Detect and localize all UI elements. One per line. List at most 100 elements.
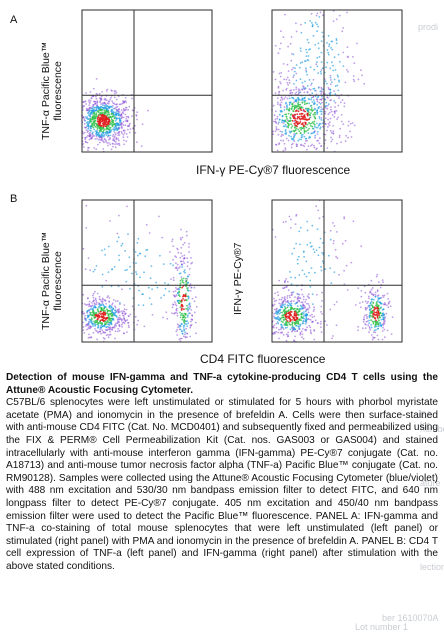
watermark-text-2: ES lor xyxy=(420,410,433,430)
point-2-101 xyxy=(290,218,292,221)
point-2-23 xyxy=(283,287,285,289)
caption-title: Detection of mouse IFN-gamma and TNF-a c… xyxy=(6,372,438,396)
point-2-132 xyxy=(84,268,87,271)
point-0-223 xyxy=(303,311,305,313)
point-0-607 xyxy=(297,116,299,119)
point-1-203 xyxy=(186,332,189,335)
point-1-89 xyxy=(346,69,348,71)
point-0-303 xyxy=(115,322,117,325)
point-0-506 xyxy=(275,121,277,123)
point-0-590 xyxy=(338,97,340,99)
point-1-201 xyxy=(274,44,277,47)
point-1-195 xyxy=(317,47,320,50)
point-1-57 xyxy=(382,324,385,327)
point-0-447 xyxy=(91,294,94,297)
point-1-33 xyxy=(172,290,175,293)
point-0-513 xyxy=(107,125,110,128)
point-0-457 xyxy=(295,313,298,316)
point-0-424 xyxy=(108,323,110,325)
point-2-74 xyxy=(85,227,88,229)
point-0-586 xyxy=(109,98,111,101)
point-1-27 xyxy=(389,305,392,308)
point-0-433 xyxy=(305,69,307,72)
point-1-156 xyxy=(176,328,178,331)
point-0-463 xyxy=(311,101,314,103)
point-0-781 xyxy=(108,100,110,103)
point-0-625 xyxy=(318,123,321,125)
point-2-47 xyxy=(295,215,297,217)
point-0-834 xyxy=(102,124,105,126)
point-2-62 xyxy=(92,270,95,273)
point-0-351 xyxy=(299,297,302,300)
point-0-507 xyxy=(301,136,303,138)
point-0-424 xyxy=(279,99,282,102)
point-1-228 xyxy=(316,56,319,59)
point-0-705 xyxy=(104,128,106,131)
point-0-39 xyxy=(284,303,286,306)
point-1-106 xyxy=(333,100,336,102)
point-1-203 xyxy=(308,48,310,51)
point-0-202 xyxy=(116,321,119,323)
point-1-65 xyxy=(187,306,189,309)
point-0-358 xyxy=(104,310,107,312)
point-0-490 xyxy=(99,310,102,313)
point-0-100 xyxy=(316,122,318,125)
point-0-231 xyxy=(116,330,119,333)
point-1-241 xyxy=(387,298,390,300)
point-0-306 xyxy=(106,142,109,144)
point-0-305 xyxy=(287,139,290,142)
point-1-224 xyxy=(379,297,382,299)
point-1-207 xyxy=(387,301,390,304)
point-2-87 xyxy=(164,282,166,284)
point-0-24 xyxy=(330,140,333,143)
point-0-551 xyxy=(276,115,279,118)
point-2-41 xyxy=(335,324,338,327)
point-0-426 xyxy=(306,295,309,298)
point-1-69 xyxy=(287,70,290,72)
point-0-64 xyxy=(119,317,121,319)
point-1-146 xyxy=(186,295,189,298)
point-0-861 xyxy=(94,138,97,140)
point-1-248 xyxy=(191,261,194,264)
point-1-168 xyxy=(184,331,187,334)
point-0-450 xyxy=(299,103,302,106)
point-0-586 xyxy=(292,97,294,99)
point-0-290 xyxy=(89,326,92,329)
point-2-24 xyxy=(107,245,110,248)
point-0-421 xyxy=(95,300,98,302)
point-0-866 xyxy=(88,99,90,101)
point-0-871 xyxy=(108,116,111,119)
point-0-483 xyxy=(108,328,111,331)
point-0-306 xyxy=(273,324,276,327)
point-1-127 xyxy=(365,313,368,316)
point-0-767 xyxy=(135,114,138,117)
point-0-285 xyxy=(109,307,111,309)
point-2-114 xyxy=(184,280,187,282)
scatter-points xyxy=(271,9,366,153)
point-0-469 xyxy=(91,314,94,317)
point-0-858 xyxy=(116,122,118,125)
panel-b-left-y-label-line1: TNF-α Pacific Blue™ xyxy=(40,231,52,330)
point-0-202 xyxy=(281,311,283,314)
point-0-563 xyxy=(102,111,104,114)
point-0-734 xyxy=(116,109,118,111)
point-1-120 xyxy=(337,89,340,92)
point-0-855 xyxy=(83,119,86,122)
point-1-93 xyxy=(315,14,318,17)
point-1-135 xyxy=(187,297,190,300)
point-0-88 xyxy=(114,300,117,302)
point-0-306 xyxy=(88,300,91,303)
point-0-416 xyxy=(290,300,293,302)
point-0-487 xyxy=(121,310,123,313)
point-0-233 xyxy=(278,312,281,315)
point-2-82 xyxy=(288,215,291,218)
point-1-143 xyxy=(381,294,384,297)
point-0-440 xyxy=(115,133,117,136)
point-2-16 xyxy=(289,227,292,229)
point-0-286 xyxy=(289,304,292,307)
point-0-629 xyxy=(324,117,327,120)
point-0-299 xyxy=(293,321,296,324)
point-0-587 xyxy=(96,100,99,103)
point-2-29 xyxy=(311,293,314,296)
point-0-262 xyxy=(295,127,298,130)
